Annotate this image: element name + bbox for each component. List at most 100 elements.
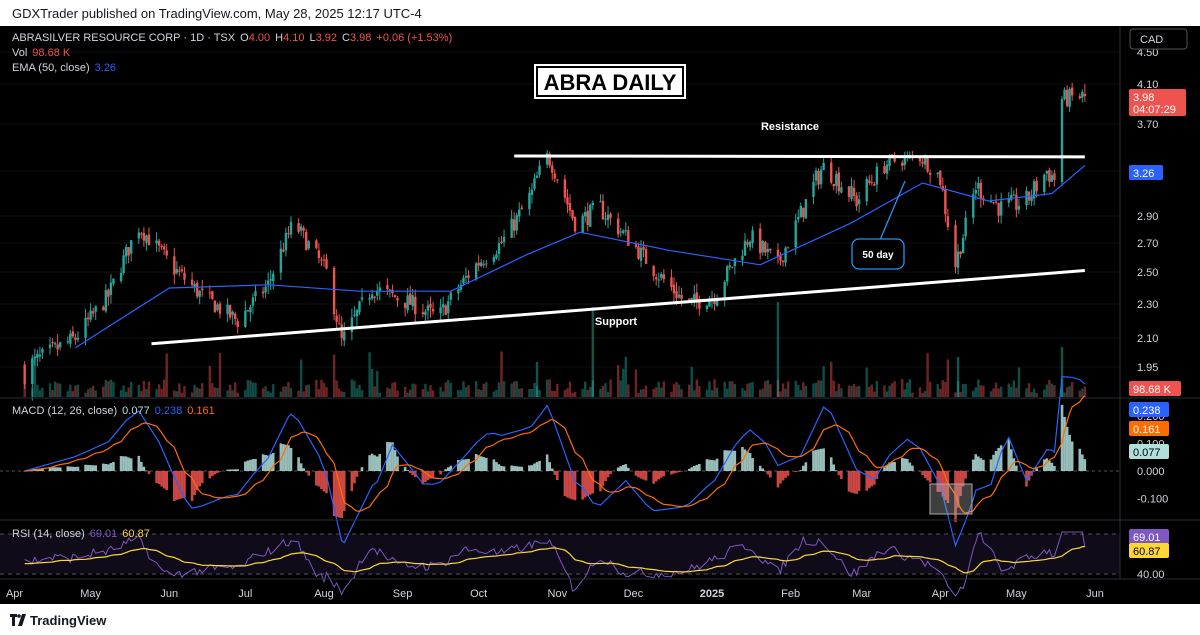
candle[interactable] xyxy=(130,240,133,262)
candle[interactable] xyxy=(518,202,521,223)
candle[interactable] xyxy=(431,301,435,315)
candle[interactable] xyxy=(954,220,957,274)
candle[interactable] xyxy=(287,226,290,239)
candle[interactable] xyxy=(320,256,323,266)
candle[interactable] xyxy=(360,288,364,303)
candle[interactable] xyxy=(573,216,577,234)
candle[interactable] xyxy=(959,251,962,259)
candle[interactable] xyxy=(297,218,300,234)
candle[interactable] xyxy=(566,189,569,214)
candle[interactable] xyxy=(228,304,232,320)
candle[interactable] xyxy=(672,277,676,303)
candle[interactable] xyxy=(485,259,488,268)
candle[interactable] xyxy=(299,223,303,237)
candle[interactable] xyxy=(175,261,179,275)
candle[interactable] xyxy=(601,194,605,220)
candle[interactable] xyxy=(386,278,389,295)
candle[interactable] xyxy=(353,305,356,318)
candle[interactable] xyxy=(961,234,965,254)
candle[interactable] xyxy=(1015,187,1018,218)
candle[interactable] xyxy=(515,212,518,235)
candle[interactable] xyxy=(261,286,265,299)
candle[interactable] xyxy=(368,293,371,305)
candle[interactable] xyxy=(545,149,549,169)
candle[interactable] xyxy=(885,160,889,180)
candle[interactable] xyxy=(510,210,513,239)
candle[interactable] xyxy=(325,253,328,270)
candle[interactable] xyxy=(589,203,592,228)
candle[interactable] xyxy=(94,305,97,320)
candle[interactable] xyxy=(497,237,501,261)
candle[interactable] xyxy=(335,309,338,329)
candle[interactable] xyxy=(439,298,442,320)
candle[interactable] xyxy=(264,280,267,299)
candle[interactable] xyxy=(728,261,731,270)
candle[interactable] xyxy=(989,194,993,203)
candle[interactable] xyxy=(500,236,503,245)
candle[interactable] xyxy=(449,290,452,306)
candle[interactable] xyxy=(840,181,843,194)
candle[interactable] xyxy=(979,179,983,208)
candle[interactable] xyxy=(251,293,255,315)
rsi-legend[interactable]: RSI (14, close) 69.01 60.87 xyxy=(12,528,150,540)
candle[interactable] xyxy=(411,289,414,311)
candle[interactable] xyxy=(591,200,595,210)
candle[interactable] xyxy=(122,249,125,276)
candle[interactable] xyxy=(779,252,782,266)
candle[interactable] xyxy=(272,270,275,290)
chart-canvas[interactable]: Resistance Support 50 day ABRA DAILY 4.5… xyxy=(0,26,1200,604)
candle[interactable] xyxy=(655,273,658,286)
candle[interactable] xyxy=(946,208,950,231)
candle[interactable] xyxy=(124,243,128,265)
candle[interactable] xyxy=(396,295,399,307)
candle[interactable] xyxy=(56,334,59,356)
candle[interactable] xyxy=(850,177,853,202)
candle[interactable] xyxy=(165,244,168,260)
candle[interactable] xyxy=(160,243,163,251)
candle[interactable] xyxy=(781,260,785,267)
candle[interactable] xyxy=(289,216,293,239)
candle[interactable] xyxy=(51,337,54,348)
candle[interactable] xyxy=(502,229,506,248)
chart-frame[interactable]: Resistance Support 50 day ABRA DAILY 4.5… xyxy=(0,26,1200,604)
candle[interactable] xyxy=(741,249,744,267)
candle[interactable] xyxy=(426,300,430,320)
candle[interactable] xyxy=(482,260,485,268)
candle[interactable] xyxy=(91,307,95,318)
candle[interactable] xyxy=(616,212,620,238)
candle[interactable] xyxy=(997,202,1000,224)
candle[interactable] xyxy=(1063,87,1066,101)
candle[interactable] xyxy=(1007,192,1010,208)
candle[interactable] xyxy=(89,303,92,323)
candle[interactable] xyxy=(104,284,108,313)
candle[interactable] xyxy=(266,272,270,295)
candle[interactable] xyxy=(695,283,699,310)
time-axis[interactable]: Apr May Jun Jul Aug Sep Oct Nov Dec 2025 Feb Mar Apr… xyxy=(6,588,1104,600)
candle[interactable] xyxy=(269,270,272,290)
candle[interactable] xyxy=(764,240,767,257)
candle[interactable] xyxy=(956,243,960,275)
candle[interactable] xyxy=(599,194,602,203)
candle[interactable] xyxy=(23,361,26,389)
candle[interactable] xyxy=(183,266,186,285)
candle[interactable] xyxy=(883,161,886,175)
candle[interactable] xyxy=(751,226,754,249)
candle[interactable] xyxy=(662,268,666,284)
candle[interactable] xyxy=(76,331,80,343)
candle[interactable] xyxy=(216,302,219,312)
candle[interactable] xyxy=(408,285,412,305)
candle[interactable] xyxy=(865,176,868,206)
candle[interactable] xyxy=(145,234,148,251)
candle[interactable] xyxy=(553,169,556,183)
candle[interactable] xyxy=(1050,170,1054,182)
candle[interactable] xyxy=(944,185,947,223)
candle[interactable] xyxy=(211,290,214,301)
candle[interactable] xyxy=(464,267,468,283)
candle[interactable] xyxy=(609,212,612,226)
candle[interactable] xyxy=(786,246,790,249)
currency-button[interactable]: CAD xyxy=(1129,28,1188,50)
candle[interactable] xyxy=(812,173,815,205)
candle[interactable] xyxy=(563,174,567,203)
candle[interactable] xyxy=(157,238,161,252)
candle[interactable] xyxy=(414,289,417,322)
